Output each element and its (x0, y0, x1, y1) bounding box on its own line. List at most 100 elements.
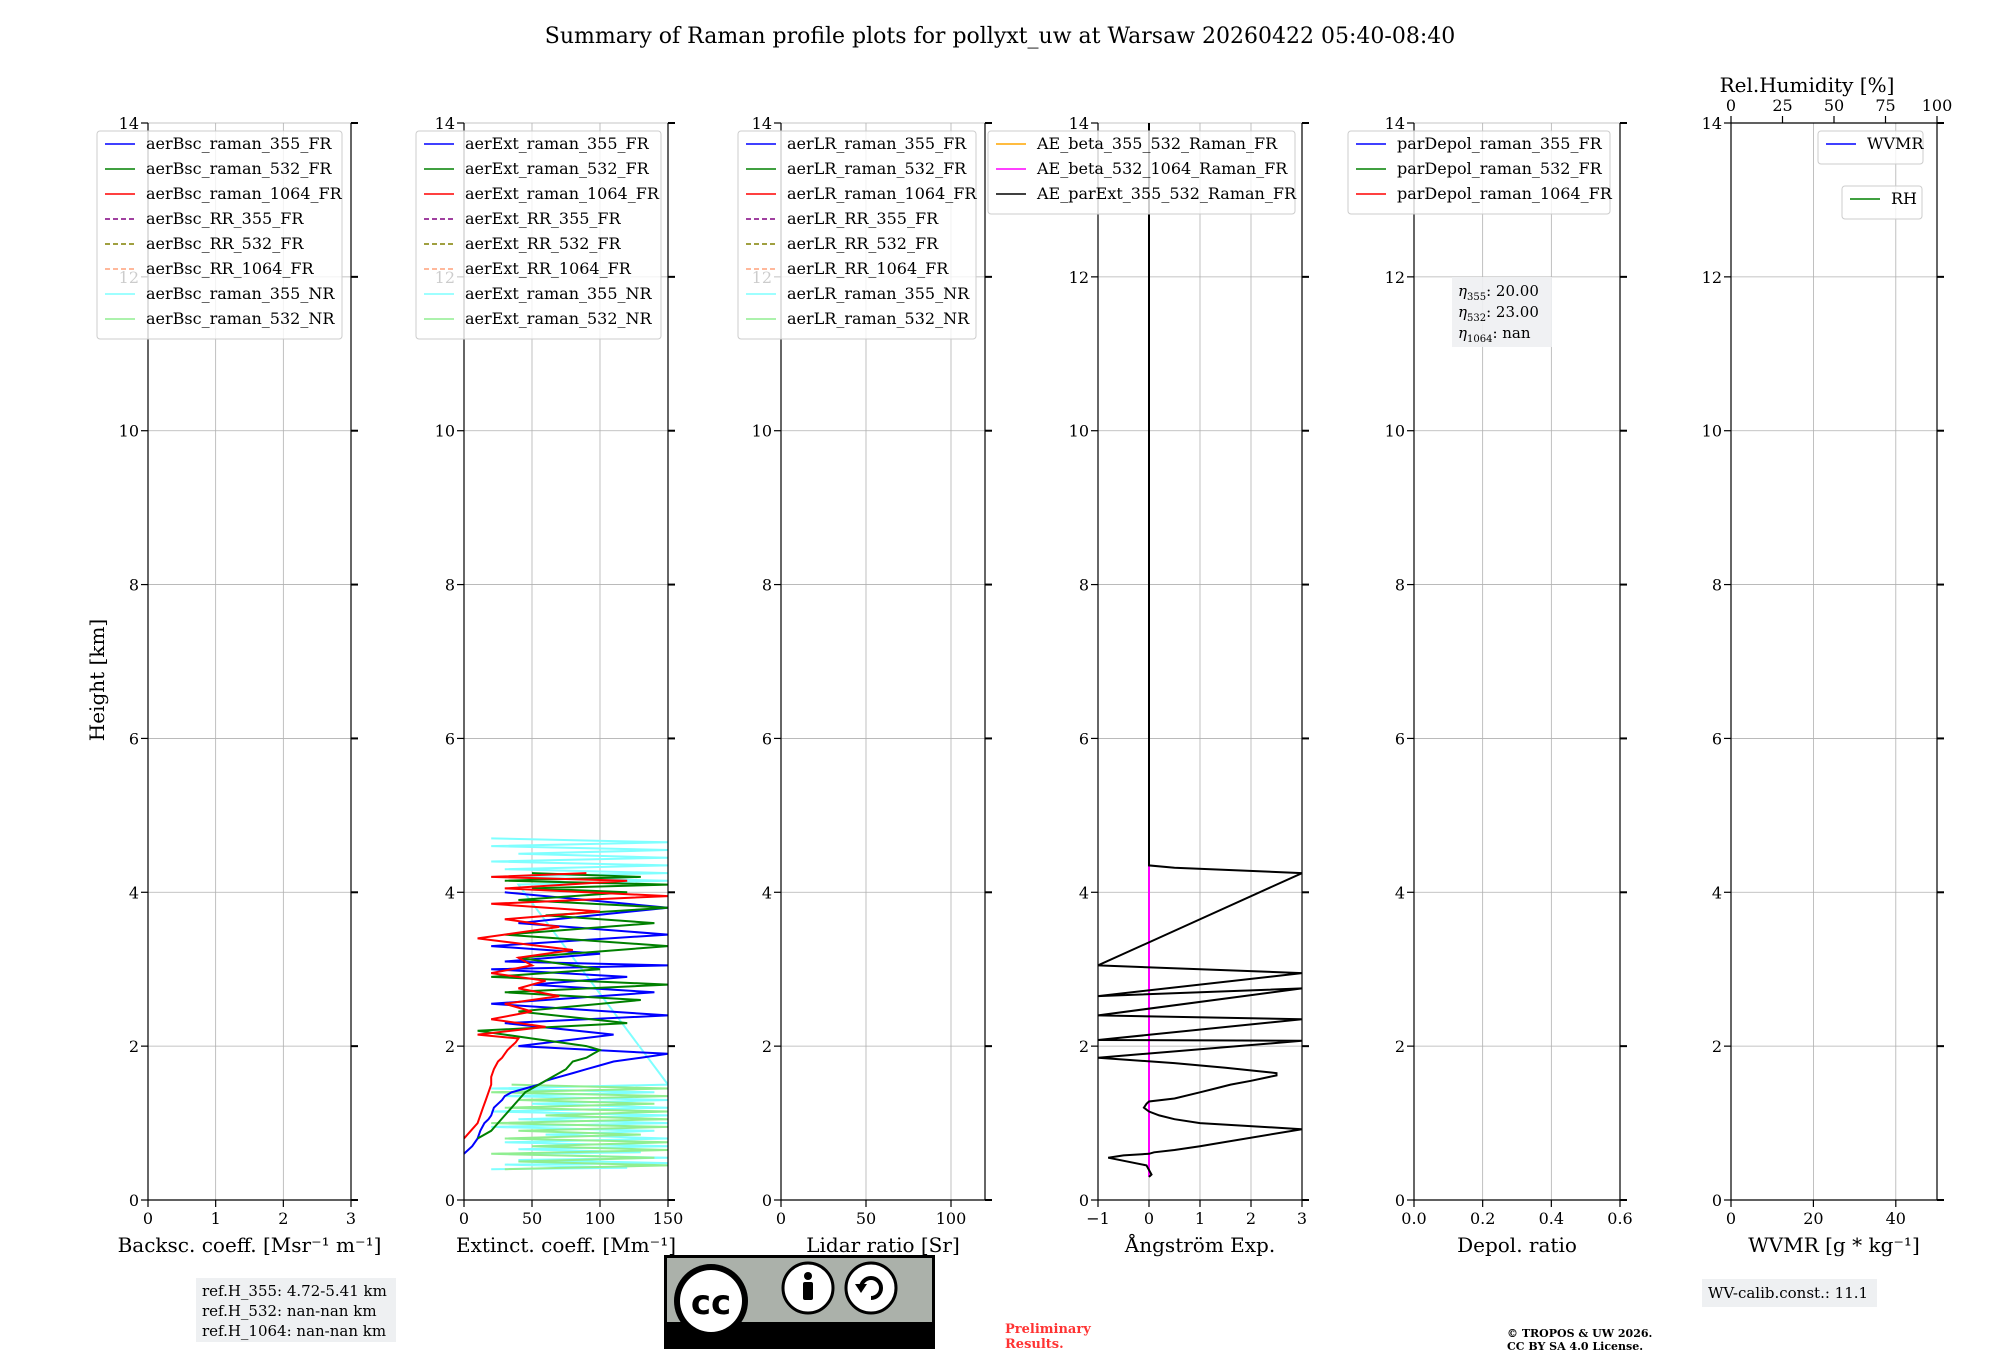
y-tick-label: 4 (129, 883, 139, 902)
legend: AE_beta_355_532_Raman_FR AE_beta_532_1064… (987, 130, 1297, 215)
legend-entry: aerBsc_RR_532_FR (146, 234, 304, 253)
legend: aerLR_raman_355_FR aerLR_raman_532_FR aerL… (737, 130, 977, 340)
y-tick-label: 2 (445, 1037, 455, 1056)
y-tick-label: 8 (762, 576, 772, 595)
x-tick-label: 0 (459, 1209, 469, 1228)
series-group (464, 837, 668, 1171)
legend-entry: aerLR_raman_355_FR (787, 134, 967, 153)
y-tick-label: 8 (1395, 576, 1405, 595)
y-tick-label: 4 (1395, 883, 1405, 902)
x-tick-label: 20 (1803, 1209, 1823, 1228)
x-axis-label: Lidar ratio [Sr] (806, 1233, 960, 1257)
y-tick-label: 0 (1079, 1191, 1089, 1210)
legend-entry: aerLR_RR_355_FR (787, 209, 939, 228)
x-tick-label: 0 (1726, 1209, 1736, 1228)
y-tick-label: 0 (1395, 1191, 1405, 1210)
legend-frame (1347, 130, 1611, 215)
y-tick-label: 6 (1079, 729, 1089, 748)
x-axis-label: Backsc. coeff. [Msr⁻¹ m⁻¹] (118, 1233, 382, 1257)
x-tick-label: 50 (856, 1209, 876, 1228)
y-tick-label: 6 (129, 729, 139, 748)
legend-frame (737, 130, 977, 340)
y-tick-label: 4 (1079, 883, 1089, 902)
legend-rh: RH (1841, 185, 1923, 220)
legend-entry: parDepol_raman_355_FR (1397, 134, 1603, 153)
x-tick-label: 1 (1195, 1209, 1205, 1228)
y-tick-label: 10 (1702, 422, 1722, 441)
legend-entry: WVMR (1867, 134, 1924, 153)
svg-text:WV-calib.const.: 11.1: WV-calib.const.: 11.1 (1708, 1284, 1868, 1302)
legend-frame (415, 130, 662, 340)
legend-entry: RH (1891, 189, 1917, 208)
panel-bsc: 024681012140123Backsc. coeff. [Msr⁻¹ m⁻¹… (96, 114, 382, 1257)
x-axis-label: Ångström Exp. (1124, 1232, 1275, 1257)
legend-entry: aerLR_raman_355_NR (787, 284, 970, 303)
y-tick-label: 12 (1702, 268, 1722, 287)
refh-532: ref.H_532: nan-nan km (202, 1302, 377, 1320)
legend-frame (1817, 130, 1924, 165)
figure-title: Summary of Raman profile plots for polly… (545, 24, 1455, 49)
sa-share-icon (844, 1261, 898, 1315)
legend-entry: aerBsc_raman_355_FR (146, 134, 332, 153)
x-tick-label: 100 (585, 1209, 616, 1228)
y-tick-label: 6 (1395, 729, 1405, 748)
y-tick-label: 10 (1069, 422, 1089, 441)
legend-entry: AE_beta_355_532_Raman_FR (1036, 134, 1278, 153)
legend-entry: aerBsc_raman_355_NR (146, 284, 335, 303)
y-tick-label: 10 (435, 422, 455, 441)
x-tick-label: 1 (211, 1209, 221, 1228)
legend-entry: aerExt_raman_355_NR (465, 284, 653, 303)
legend: WVMR (1817, 130, 1924, 165)
legend-entry: aerExt_raman_532_NR (465, 309, 653, 328)
svg-text:η532: 23.00: η532: 23.00 (1458, 303, 1539, 324)
legend-entry: aerLR_raman_1064_FR (787, 184, 977, 203)
series-AE_parExt_355_532_Raman_FR (1098, 123, 1302, 1178)
panel-lr: 02468101214050100Lidar ratio [Sr]aerLR_r… (737, 114, 992, 1257)
y-tick-label: 6 (1712, 729, 1722, 748)
y-tick-label: 8 (129, 576, 139, 595)
y-tick-label: 2 (1712, 1037, 1722, 1056)
legend-entry: aerBsc_RR_1064_FR (146, 259, 315, 278)
y-tick-label: 12 (1385, 268, 1405, 287)
y-tick-label: 14 (435, 114, 455, 133)
y-tick-label: 4 (1712, 883, 1722, 902)
y-tick-label: 14 (1702, 114, 1722, 133)
y-tick-label: 0 (129, 1191, 139, 1210)
legend: parDepol_raman_355_FR parDepol_raman_532_… (1347, 130, 1613, 215)
legend-entry: aerBsc_raman_532_FR (146, 159, 332, 178)
y-axis-label: Height [km] (85, 619, 109, 741)
legend-entry: aerExt_raman_532_FR (465, 159, 650, 178)
x-tick-label: −1 (1086, 1209, 1110, 1228)
top-tick-label: 0 (1726, 96, 1736, 115)
y-tick-label: 0 (1712, 1191, 1722, 1210)
x-tick-label: 150 (653, 1209, 684, 1228)
series-group (1098, 123, 1302, 1178)
svg-text:η355: 20.00: η355: 20.00 (1458, 282, 1539, 303)
by-text: BY (794, 1323, 823, 1347)
x-axis-label: Depol. ratio (1457, 1233, 1577, 1257)
legend-entry: aerExt_RR_355_FR (465, 209, 622, 228)
series-aerExt_raman_532_FR (477, 872, 668, 1140)
legend-entry: aerLR_RR_1064_FR (787, 259, 949, 278)
y-tick-label: 8 (1079, 576, 1089, 595)
panel-ext: 02468101214050100150Extinct. coeff. [Mm⁻… (415, 114, 684, 1257)
y-tick-label: 10 (119, 422, 139, 441)
x-tick-label: 2 (1246, 1209, 1256, 1228)
legend-entry: aerLR_raman_532_NR (787, 309, 970, 328)
panels: 024681012140123Backsc. coeff. [Msr⁻¹ m⁻¹… (96, 96, 1952, 1257)
refh-355: ref.H_355: 4.72-5.41 km (202, 1282, 387, 1300)
top-tick-label: 75 (1875, 96, 1895, 115)
y-tick-label: 8 (445, 576, 455, 595)
y-tick-label: 4 (762, 883, 772, 902)
top-tick-label: 50 (1824, 96, 1844, 115)
x-axis-label: Extinct. coeff. [Mm⁻¹] (456, 1233, 676, 1257)
y-tick-label: 12 (1069, 268, 1089, 287)
legend-entry: AE_beta_532_1064_Raman_FR (1036, 159, 1288, 178)
y-tick-label: 10 (752, 422, 772, 441)
legend-entry: aerExt_raman_1064_FR (465, 184, 660, 203)
legend-entry: aerBsc_RR_355_FR (146, 209, 304, 228)
x-tick-label: 0.0 (1401, 1209, 1426, 1228)
x-tick-label: 0.6 (1607, 1209, 1632, 1228)
refh-note: ref.H_355: 4.72-5.41 km ref.H_532: nan-n… (196, 1278, 396, 1342)
